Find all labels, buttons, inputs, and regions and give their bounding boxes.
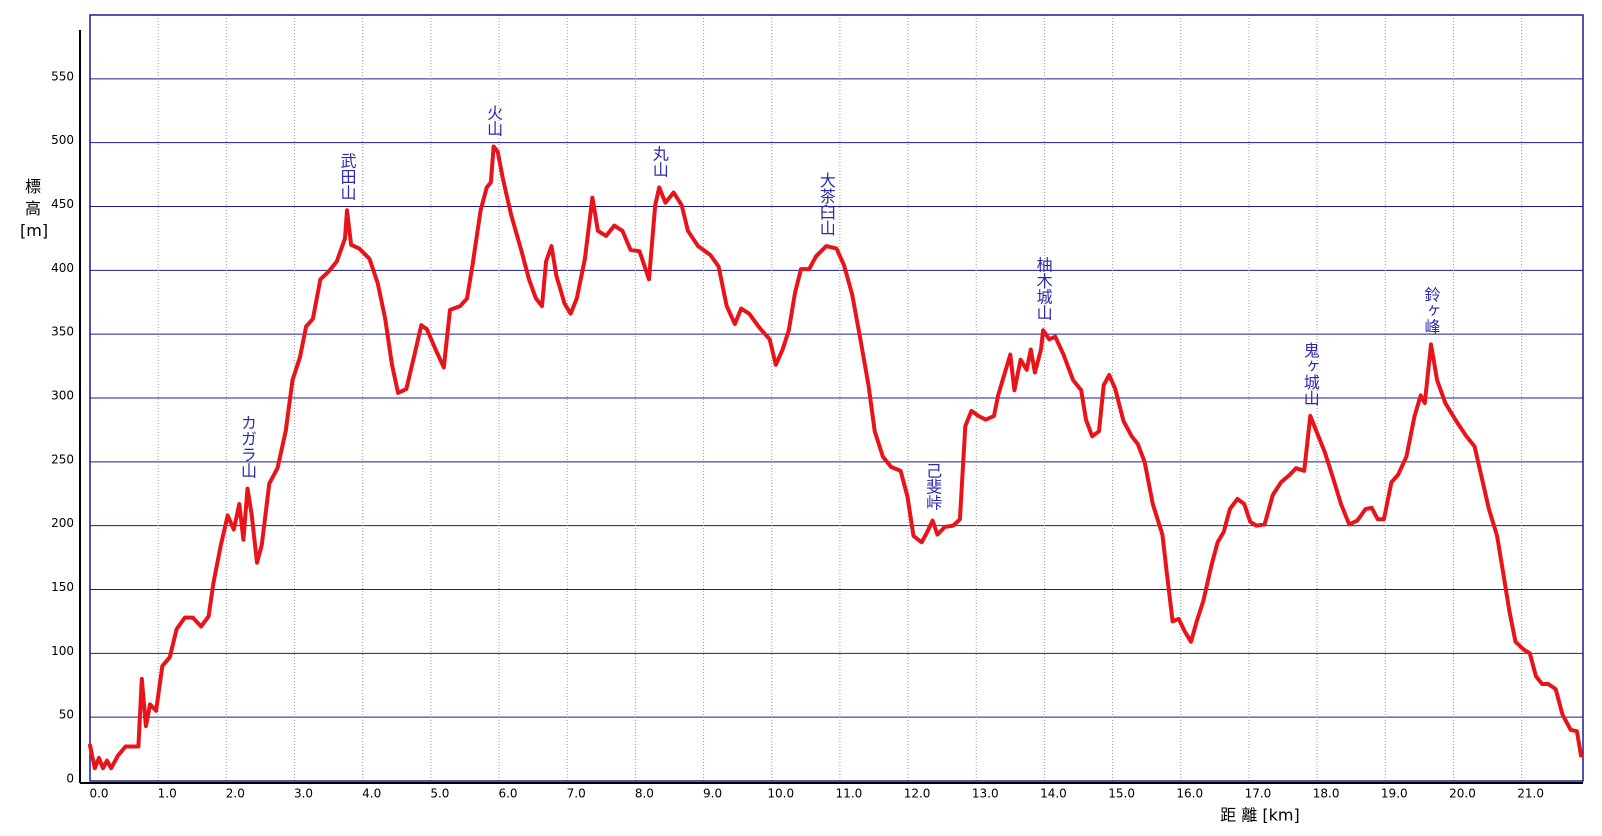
x-tick-label: 10.0 (767, 787, 794, 801)
plot-border (89, 14, 1584, 782)
y-tick-label: 500 (51, 133, 74, 147)
y-tick-label: 50 (59, 708, 74, 722)
x-tick-label: 7.0 (567, 787, 586, 801)
peak-label: カガラ山 (238, 415, 257, 479)
y-tick-label: 0 (66, 772, 74, 786)
y-tick-label: 100 (51, 644, 74, 658)
x-tick-label: 8.0 (635, 787, 654, 801)
peak-label: 大茶臼山 (817, 172, 836, 236)
x-tick-label: 11.0 (836, 787, 863, 801)
x-tick-label: 12.0 (904, 787, 931, 801)
x-tick-label: 13.0 (972, 787, 999, 801)
y-tick-label: 400 (51, 261, 74, 275)
peak-label: 鬼ヶ城山 (1301, 342, 1320, 406)
x-tick-label: 1.0 (158, 787, 177, 801)
x-tick-label: 0.0 (89, 787, 108, 801)
peak-label: 火山 (484, 104, 503, 136)
x-tick-label: 20.0 (1449, 787, 1476, 801)
peak-label: 己斐峠 (923, 463, 942, 511)
y-tick-label: 300 (51, 389, 74, 403)
elevation-line (88, 144, 1583, 771)
peak-label: 柚木城山 (1034, 256, 1053, 320)
x-tick-label: 4.0 (362, 787, 381, 801)
peak-label: 鈴ヶ峰 (1421, 286, 1440, 334)
x-tick-label: 9.0 (703, 787, 722, 801)
y-tick-label: 200 (51, 516, 74, 530)
y-tick-label: 450 (51, 197, 74, 211)
x-tick-label: 21.0 (1517, 787, 1544, 801)
peak-label: 武田山 (338, 152, 357, 200)
y-axis-title: 標高[m] (20, 177, 49, 240)
x-tick-label: 6.0 (498, 787, 517, 801)
x-tick-label: 5.0 (430, 787, 449, 801)
x-tick-label: 3.0 (294, 787, 313, 801)
y-tick-label: 250 (51, 452, 74, 466)
x-axis-title: 距 離 [km] (1220, 806, 1300, 825)
x-tick-label: 19.0 (1381, 787, 1408, 801)
x-tick-label: 15.0 (1108, 787, 1135, 801)
y-tick-label: 550 (51, 69, 74, 83)
x-tick-label: 2.0 (226, 787, 245, 801)
x-tick-label: 16.0 (1176, 787, 1203, 801)
y-tick-label: 350 (51, 325, 74, 339)
x-tick-label: 17.0 (1245, 787, 1272, 801)
x-tick-label: 14.0 (1040, 787, 1067, 801)
y-tick-label: 150 (51, 580, 74, 594)
x-tick-label: 18.0 (1313, 787, 1340, 801)
peak-label: 丸山 (650, 145, 669, 177)
